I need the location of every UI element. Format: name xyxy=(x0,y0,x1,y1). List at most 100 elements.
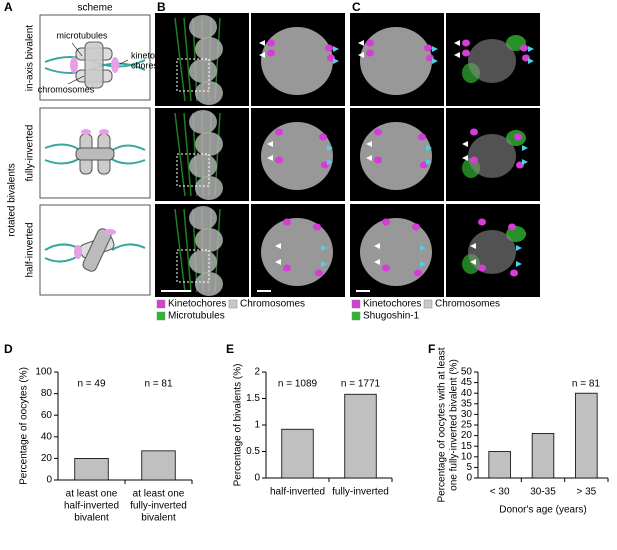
chromosome xyxy=(261,122,333,190)
x-tick-label: bivalent xyxy=(74,513,109,524)
bar xyxy=(575,392,598,479)
arrowhead xyxy=(267,155,273,161)
arrowhead xyxy=(366,141,372,147)
kinetochore xyxy=(374,156,382,164)
row-label: half-inverted xyxy=(25,222,36,277)
x-tick-label: > 35 xyxy=(576,487,596,498)
annotation: n = 1771 xyxy=(341,379,381,390)
panel-label: E xyxy=(226,342,234,356)
y-tick-label: 1.5 xyxy=(246,393,260,404)
y-tick-label: 5 xyxy=(466,462,472,473)
arrowhead xyxy=(275,259,281,265)
kinetochore xyxy=(510,269,518,277)
y-tick-label: 35 xyxy=(461,398,473,409)
y-tick-label: 0 xyxy=(254,473,260,484)
y-axis-label: Percentage of oocytes with at least xyxy=(437,347,448,502)
kinetochore xyxy=(462,39,470,47)
y-tick-label: 15 xyxy=(461,441,473,452)
kinetochore xyxy=(382,264,390,272)
y-tick-label: 40 xyxy=(41,431,53,442)
arrowhead xyxy=(516,245,522,251)
legend-swatch xyxy=(228,299,238,309)
kinetochore xyxy=(414,269,422,277)
scheme-title: scheme xyxy=(77,3,112,14)
arrowhead xyxy=(522,159,528,165)
arrowhead xyxy=(358,40,364,46)
arrowhead xyxy=(358,52,364,58)
row-label: rotated bivalents xyxy=(7,163,18,236)
kinetochore xyxy=(520,44,528,52)
kinetochore xyxy=(267,49,275,57)
x-tick-label: 30-35 xyxy=(530,487,556,498)
y-axis-label: one fully-inverted bivalent (%) xyxy=(449,359,460,491)
arrowhead xyxy=(432,58,438,64)
y-tick-label: 60 xyxy=(41,410,53,421)
arrowhead xyxy=(470,243,476,249)
chromosome xyxy=(195,37,223,61)
chromosome xyxy=(189,206,217,230)
chromosome xyxy=(468,39,516,83)
kinetochore xyxy=(514,133,522,141)
kinetochore xyxy=(478,264,486,272)
y-tick-label: 20 xyxy=(461,430,473,441)
arrowhead xyxy=(426,145,432,151)
scheme-label: kineto- xyxy=(131,50,158,60)
kinetochore xyxy=(462,49,470,57)
chromosome xyxy=(360,218,432,286)
kinetochore xyxy=(275,128,283,136)
chromosome xyxy=(360,122,432,190)
panel-label: A xyxy=(4,0,13,14)
x-tick-label: < 30 xyxy=(490,487,510,498)
y-tick-label: 20 xyxy=(41,453,53,464)
arrowhead xyxy=(462,155,468,161)
annotation: n = 49 xyxy=(77,379,106,390)
arrowhead xyxy=(528,46,534,52)
panel-label: B xyxy=(157,0,166,14)
y-tick-label: 0.5 xyxy=(246,446,260,457)
legend-swatch xyxy=(156,299,166,309)
micrographs xyxy=(155,13,540,297)
y-tick-label: 100 xyxy=(35,367,52,378)
y-tick-label: 0 xyxy=(46,475,52,486)
y-tick-label: 50 xyxy=(461,367,473,378)
legend-label: Microtubules xyxy=(168,311,225,322)
kinetochore xyxy=(424,44,432,52)
x-tick-label: fully-inverted xyxy=(332,487,389,498)
panel-label: D xyxy=(4,342,13,356)
arrowhead xyxy=(454,52,460,58)
spindle xyxy=(174,17,186,102)
chromosome xyxy=(189,154,217,178)
arrowhead xyxy=(522,145,528,151)
arrowhead xyxy=(432,46,438,52)
bar xyxy=(74,457,109,481)
chromosome xyxy=(261,27,333,95)
kinetochore xyxy=(470,128,478,136)
spindle xyxy=(183,17,192,102)
annotation: n = 81 xyxy=(572,379,601,390)
x-tick-label: bivalent xyxy=(141,513,176,524)
x-tick-label: fully-inverted xyxy=(130,501,187,512)
chromosome xyxy=(468,230,516,274)
zoom-box xyxy=(176,249,210,283)
arrowhead xyxy=(333,46,339,52)
legend-label: Shugoshin-1 xyxy=(363,311,420,322)
spindle xyxy=(183,112,192,197)
arrowhead xyxy=(321,245,327,251)
row-label: in-axis bivalent xyxy=(25,25,36,91)
legend-swatch xyxy=(156,311,166,321)
arrowhead xyxy=(327,159,333,165)
x-tick-label: half-inverted xyxy=(64,501,119,512)
y-axis-label: Percentage of bivalents (%) xyxy=(233,364,244,487)
panel-label: C xyxy=(352,0,361,14)
y-tick-label: 80 xyxy=(41,388,53,399)
legend-label: Chromosomes xyxy=(240,299,305,310)
bar xyxy=(344,393,377,479)
kinetochore xyxy=(267,39,275,47)
annotation: n = 1089 xyxy=(278,379,318,390)
kinetochore xyxy=(315,269,323,277)
legend-swatch xyxy=(351,311,361,321)
chromosome xyxy=(189,59,217,83)
annotation: n = 81 xyxy=(144,379,173,390)
kinetochore xyxy=(366,39,374,47)
